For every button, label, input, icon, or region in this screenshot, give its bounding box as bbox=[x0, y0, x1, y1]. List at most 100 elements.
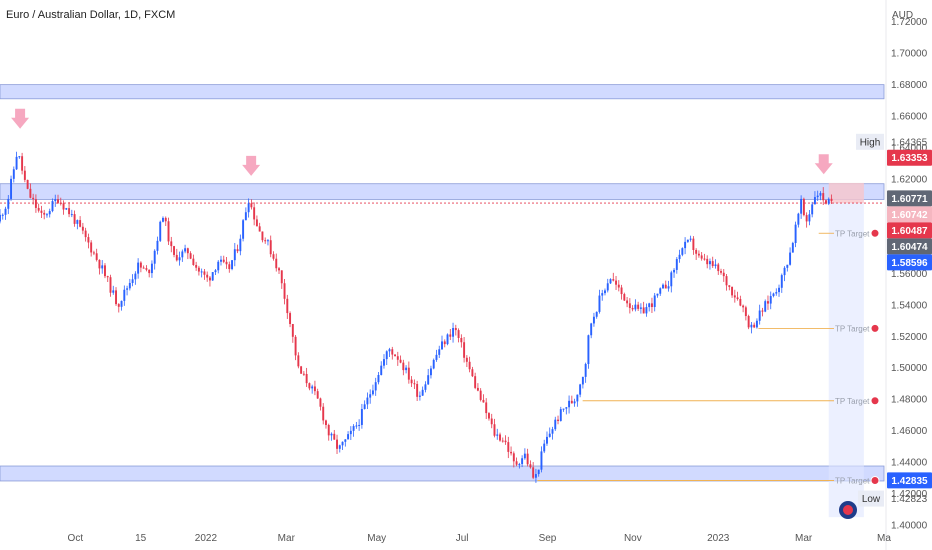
candle bbox=[452, 328, 455, 337]
candle bbox=[805, 215, 808, 222]
price-tag bbox=[887, 190, 932, 207]
candle bbox=[233, 249, 236, 261]
candle bbox=[369, 394, 372, 398]
candle bbox=[731, 286, 734, 296]
candle bbox=[662, 284, 664, 289]
candle bbox=[664, 284, 667, 289]
candle bbox=[443, 341, 446, 345]
candle bbox=[548, 433, 551, 437]
candle bbox=[291, 324, 294, 337]
candle bbox=[51, 201, 54, 212]
candle bbox=[468, 361, 471, 370]
price-tag bbox=[887, 238, 932, 255]
candle bbox=[570, 400, 573, 404]
candle bbox=[21, 156, 24, 171]
candle bbox=[305, 373, 308, 384]
candle bbox=[206, 274, 209, 278]
candle bbox=[48, 211, 51, 215]
candle bbox=[800, 198, 803, 214]
candle bbox=[457, 330, 460, 338]
candle bbox=[813, 197, 816, 205]
y-tick-label: 1.64000 bbox=[891, 143, 928, 154]
down-arrow-marker bbox=[242, 155, 261, 176]
candle bbox=[81, 226, 84, 231]
candle bbox=[117, 304, 120, 307]
candle bbox=[128, 282, 131, 289]
candle bbox=[573, 401, 576, 404]
candle bbox=[195, 265, 198, 268]
price-tag-value: 1.60742 bbox=[891, 210, 928, 221]
x-tick-label: Mar bbox=[278, 533, 296, 544]
candle bbox=[126, 288, 129, 290]
candle bbox=[15, 156, 18, 170]
candle bbox=[272, 254, 275, 259]
candle bbox=[512, 453, 515, 462]
candle bbox=[642, 307, 645, 314]
y-tick-label: 1.68000 bbox=[891, 80, 928, 91]
candle bbox=[70, 214, 73, 216]
candle bbox=[609, 279, 612, 284]
candle bbox=[280, 270, 283, 284]
candle bbox=[156, 240, 159, 251]
candle bbox=[170, 241, 173, 247]
candle bbox=[424, 384, 427, 390]
candle bbox=[463, 342, 466, 358]
candle bbox=[534, 474, 537, 478]
candle bbox=[601, 293, 604, 296]
candle bbox=[819, 193, 822, 196]
candle bbox=[407, 367, 410, 380]
candle bbox=[162, 217, 164, 222]
candle bbox=[68, 208, 71, 215]
candle bbox=[142, 267, 145, 269]
y-tick-label: 1.56000 bbox=[891, 269, 928, 280]
candle bbox=[720, 271, 722, 273]
candle bbox=[363, 404, 366, 410]
candle bbox=[604, 290, 606, 294]
candle bbox=[396, 356, 399, 360]
x-tick-label: 2023 bbox=[707, 533, 730, 544]
candle bbox=[496, 434, 499, 436]
candle bbox=[399, 359, 402, 363]
candle bbox=[529, 464, 532, 468]
candle bbox=[755, 320, 758, 328]
candle bbox=[297, 355, 300, 367]
price-tag bbox=[887, 222, 932, 239]
candle bbox=[175, 254, 178, 261]
x-tick-label: Sep bbox=[539, 533, 557, 544]
candle bbox=[347, 434, 350, 440]
high-value: 1.64365 bbox=[891, 137, 928, 148]
candle bbox=[802, 198, 805, 216]
high-label-box bbox=[856, 133, 884, 150]
candle bbox=[95, 253, 98, 260]
price-tag bbox=[887, 254, 932, 271]
candle bbox=[112, 290, 115, 293]
candle bbox=[264, 240, 267, 242]
candle bbox=[673, 269, 676, 273]
candle bbox=[239, 238, 242, 252]
tp-target-label: TP Target bbox=[835, 229, 870, 238]
candle bbox=[667, 286, 670, 289]
candle bbox=[341, 441, 344, 446]
candle bbox=[134, 273, 137, 280]
candle bbox=[697, 253, 700, 256]
candle bbox=[333, 433, 336, 440]
candle bbox=[825, 200, 827, 204]
candle bbox=[87, 237, 90, 243]
candle bbox=[402, 362, 405, 371]
candle bbox=[344, 439, 347, 442]
candle bbox=[98, 259, 101, 269]
candle bbox=[90, 242, 93, 253]
candle bbox=[747, 316, 750, 328]
candle bbox=[18, 156, 21, 158]
down-arrow-marker bbox=[814, 154, 833, 175]
candle bbox=[65, 208, 68, 210]
candle bbox=[454, 328, 457, 331]
candle bbox=[178, 257, 181, 261]
candle bbox=[429, 368, 432, 376]
candle bbox=[330, 433, 333, 436]
candle bbox=[465, 357, 468, 362]
x-tick-label: Nov bbox=[624, 533, 642, 544]
candle bbox=[681, 248, 684, 255]
candle bbox=[405, 367, 408, 371]
